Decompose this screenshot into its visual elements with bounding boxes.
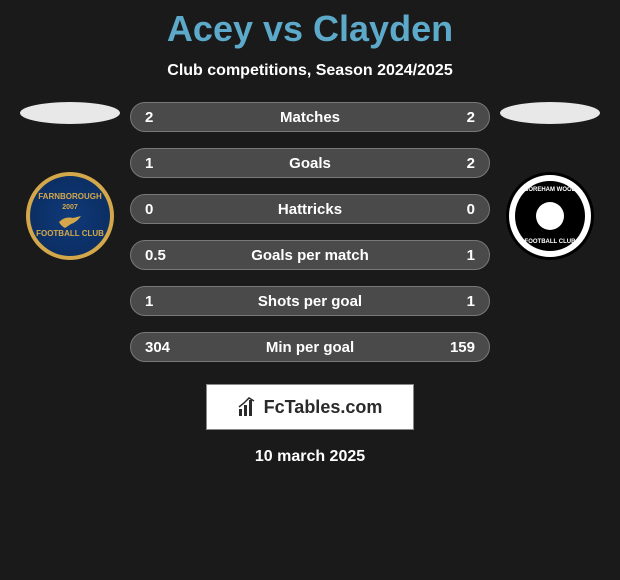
page-title: Acey vs Clayden <box>0 8 620 50</box>
stat-right-value: 159 <box>435 339 475 356</box>
stat-left-value: 0.5 <box>145 247 185 264</box>
stat-label: Shots per goal <box>185 293 435 310</box>
stat-row-hattricks: 0 Hattricks 0 <box>130 194 490 224</box>
stat-right-value: 2 <box>435 155 475 172</box>
club-logo-left-bottom: FOOTBALL CLUB <box>36 230 104 239</box>
footer-brand-text: FcTables.com <box>264 397 383 418</box>
stat-row-goals: 1 Goals 2 <box>130 148 490 178</box>
stat-label: Matches <box>185 109 435 126</box>
club-logo-left-top: FARNBOROUGH <box>38 193 102 202</box>
player-left-placeholder <box>20 102 120 124</box>
club-logo-left: FARNBOROUGH 2007 FOOTBALL CLUB <box>26 172 114 260</box>
stat-label: Hattricks <box>185 201 435 218</box>
main-area: FARNBOROUGH 2007 FOOTBALL CLUB 2 Matches… <box>0 102 620 362</box>
stat-right-value: 1 <box>435 293 475 310</box>
club-logo-right-ring: BOREHAM WOOD FOOTBALL CLUB <box>515 181 585 251</box>
stat-left-value: 1 <box>145 155 185 172</box>
footer-brand-badge[interactable]: FcTables.com <box>206 384 414 430</box>
stats-list: 2 Matches 2 1 Goals 2 0 Hattricks 0 0.5 … <box>130 102 490 362</box>
bird-icon <box>57 214 83 230</box>
club-logo-left-year: 2007 <box>62 204 78 212</box>
chart-icon <box>238 397 258 417</box>
stat-left-value: 1 <box>145 293 185 310</box>
stat-row-min-per-goal: 304 Min per goal 159 <box>130 332 490 362</box>
stat-row-shots-per-goal: 1 Shots per goal 1 <box>130 286 490 316</box>
date-text: 10 march 2025 <box>0 448 620 466</box>
stat-label: Goals per match <box>185 247 435 264</box>
stat-row-matches: 2 Matches 2 <box>130 102 490 132</box>
club-logo-right-top: BOREHAM WOOD <box>524 187 576 193</box>
stat-right-value: 1 <box>435 247 475 264</box>
page-subtitle: Club competitions, Season 2024/2025 <box>0 62 620 80</box>
stat-label: Min per goal <box>185 339 435 356</box>
stat-right-value: 0 <box>435 201 475 218</box>
stat-left-value: 2 <box>145 109 185 126</box>
stat-label: Goals <box>185 155 435 172</box>
stats-comparison: Acey vs Clayden Club competitions, Seaso… <box>0 0 620 580</box>
stat-left-value: 0 <box>145 201 185 218</box>
football-icon <box>536 202 564 230</box>
right-column: BOREHAM WOOD FOOTBALL CLUB <box>500 102 600 260</box>
stat-right-value: 2 <box>435 109 475 126</box>
stat-left-value: 304 <box>145 339 185 356</box>
club-logo-right: BOREHAM WOOD FOOTBALL CLUB <box>506 172 594 260</box>
left-column: FARNBOROUGH 2007 FOOTBALL CLUB <box>20 102 120 260</box>
club-logo-right-bottom: FOOTBALL CLUB <box>525 239 576 245</box>
player-right-placeholder <box>500 102 600 124</box>
stat-row-goals-per-match: 0.5 Goals per match 1 <box>130 240 490 270</box>
